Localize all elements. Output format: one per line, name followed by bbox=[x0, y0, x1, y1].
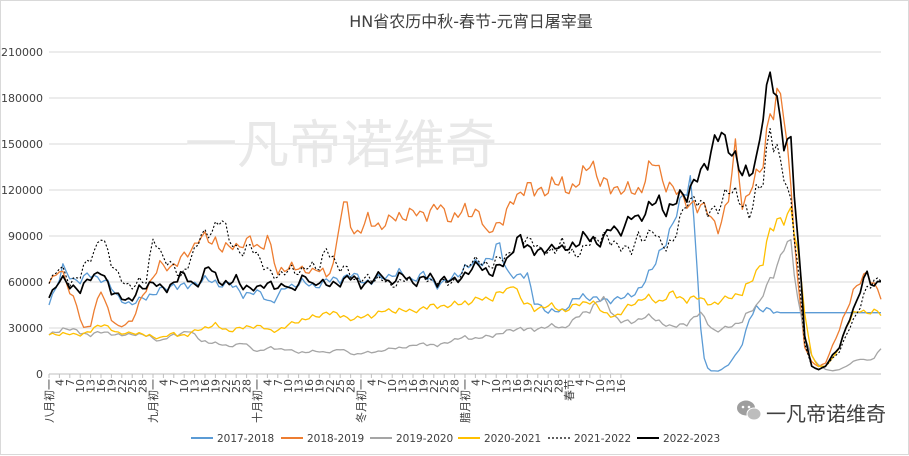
series-line-2022-2023 bbox=[48, 71, 882, 371]
x-tick-label: 25 bbox=[542, 379, 555, 393]
y-tick-label: 90000 bbox=[8, 230, 43, 243]
x-tick-label: 25 bbox=[334, 379, 347, 393]
watermark-text: 一凡帝诺维奇 bbox=[185, 116, 497, 176]
x-tick-label: 4 bbox=[469, 379, 482, 386]
x-tick-label: 10 bbox=[386, 379, 399, 393]
series-line-2019-2020 bbox=[48, 239, 882, 372]
x-axis: 八月初一4710131619222528九月初一4710131619222528… bbox=[42, 373, 881, 423]
series-line-2018-2019 bbox=[48, 87, 882, 368]
series-line-2020-2021 bbox=[48, 206, 882, 368]
x-tick-label: 7 bbox=[272, 379, 285, 386]
x-tick-label: 腊月初一 bbox=[458, 379, 472, 423]
x-tick-label: 7 bbox=[584, 379, 597, 386]
y-tick-label: 150000 bbox=[1, 138, 43, 151]
x-tick-label: 10 bbox=[178, 379, 191, 393]
x-tick-label: 19 bbox=[105, 379, 118, 393]
x-tick-label: 13 bbox=[501, 379, 514, 393]
x-tick-label: 九月初一 bbox=[146, 379, 160, 423]
x-tick-label: 22 bbox=[116, 379, 129, 393]
x-tick-label: 13 bbox=[85, 379, 98, 393]
x-tick-label: 19 bbox=[209, 379, 222, 393]
x-tick-label: 十月初一 bbox=[250, 379, 264, 423]
x-tick-label: 16 bbox=[303, 379, 316, 393]
y-tick-label: 120000 bbox=[1, 184, 43, 197]
x-tick-label: 7 bbox=[64, 379, 77, 386]
x-tick-label: 16 bbox=[615, 379, 628, 393]
x-tick-label: 10 bbox=[74, 379, 87, 393]
legend-label: 2021-2022 bbox=[574, 433, 631, 445]
y-tick-label: 180000 bbox=[1, 92, 43, 105]
x-tick-label: 10 bbox=[490, 379, 503, 393]
x-tick-label: 冬月初一 bbox=[354, 379, 368, 423]
x-tick-label: 4 bbox=[53, 379, 66, 386]
chart-title: HN省农历中秋-春节-元宵日屠宰量 bbox=[349, 12, 593, 31]
x-tick-label: 16 bbox=[407, 379, 420, 393]
x-tick-label: 13 bbox=[293, 379, 306, 393]
x-tick-label: 25 bbox=[126, 379, 139, 393]
x-tick-label: 22 bbox=[324, 379, 337, 393]
x-tick-label: 28 bbox=[345, 379, 358, 393]
brand-text: 一凡帝诺维奇 bbox=[766, 402, 886, 426]
x-tick-label: 10 bbox=[594, 379, 607, 393]
x-tick-label: 4 bbox=[157, 379, 170, 386]
x-tick-label: 4 bbox=[365, 379, 378, 386]
x-tick-label: 28 bbox=[241, 379, 254, 393]
x-tick-label: 16 bbox=[95, 379, 108, 393]
x-tick-label: 16 bbox=[511, 379, 524, 393]
legend-label: 2022-2023 bbox=[663, 433, 720, 445]
y-tick-label: 0 bbox=[36, 368, 43, 381]
x-tick-label: 10 bbox=[282, 379, 295, 393]
legend-label: 2020-2021 bbox=[484, 433, 541, 445]
x-tick-label: 28 bbox=[553, 379, 566, 393]
x-tick-label: 22 bbox=[220, 379, 233, 393]
series-line-2021-2022 bbox=[48, 128, 882, 371]
x-tick-label: 19 bbox=[417, 379, 430, 393]
wechat-icon bbox=[737, 400, 762, 421]
x-tick-label: 4 bbox=[573, 379, 586, 386]
x-tick-label: 25 bbox=[438, 379, 451, 393]
legend-label: 2019-2020 bbox=[396, 433, 453, 445]
x-tick-label: 22 bbox=[532, 379, 545, 393]
x-tick-label: 13 bbox=[189, 379, 202, 393]
x-tick-label: 13 bbox=[605, 379, 618, 393]
x-tick-label: 28 bbox=[137, 379, 150, 393]
x-tick-label: 19 bbox=[313, 379, 326, 393]
x-tick-label: 16 bbox=[199, 379, 212, 393]
x-tick-label: 7 bbox=[168, 379, 181, 386]
brand-mark: 一凡帝诺维奇 bbox=[737, 400, 886, 426]
x-tick-label: 22 bbox=[428, 379, 441, 393]
x-tick-label: 13 bbox=[397, 379, 410, 393]
y-axis: 0 30000 60000 90000 120000 150000 180000 210000 bbox=[1, 46, 43, 381]
x-tick-label: 7 bbox=[480, 379, 493, 386]
x-tick-label: 春节 bbox=[563, 379, 576, 401]
x-tick-label: 八月初一 bbox=[42, 379, 56, 423]
gridlines bbox=[49, 51, 881, 375]
y-tick-label: 210000 bbox=[1, 46, 43, 59]
legend-label: 2018-2019 bbox=[307, 433, 364, 445]
legend-label: 2017-2018 bbox=[217, 433, 274, 445]
x-tick-label: 25 bbox=[230, 379, 243, 393]
x-tick-label: 7 bbox=[376, 379, 389, 386]
x-tick-label: 4 bbox=[261, 379, 274, 386]
series-layer bbox=[48, 71, 882, 372]
y-tick-label: 30000 bbox=[8, 322, 43, 335]
y-tick-label: 60000 bbox=[8, 276, 43, 289]
x-tick-label: 19 bbox=[521, 379, 534, 393]
x-tick-label: 28 bbox=[449, 379, 462, 393]
legend: 2017-2018 2018-2019 2019-2020 2020-2021 2021… bbox=[191, 433, 720, 445]
